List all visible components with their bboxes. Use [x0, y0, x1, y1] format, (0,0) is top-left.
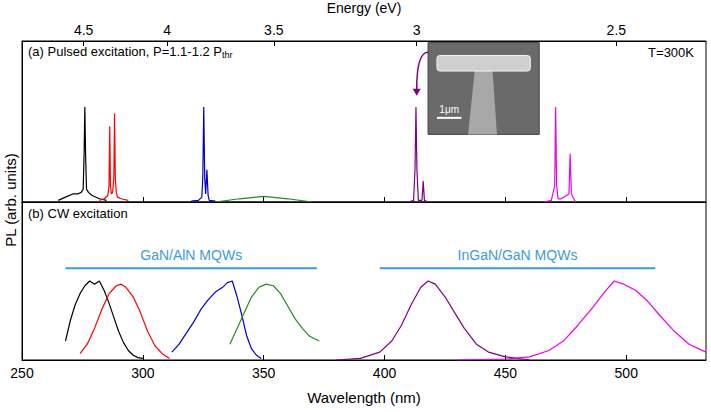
svg-text:T=300K: T=300K: [648, 45, 694, 60]
svg-text:450: 450: [494, 365, 518, 381]
svg-text:4: 4: [163, 22, 171, 38]
svg-text:400: 400: [373, 365, 397, 381]
svg-text:4.5: 4.5: [74, 22, 94, 38]
svg-text:1μm: 1μm: [439, 104, 459, 115]
svg-text:(b) CW excitation: (b) CW excitation: [28, 206, 128, 221]
svg-text:2.5: 2.5: [607, 22, 627, 38]
svg-text:3: 3: [413, 22, 421, 38]
svg-text:3.5: 3.5: [264, 22, 284, 38]
svg-text:300: 300: [131, 365, 155, 381]
svg-text:(a) Pulsed excitation, P=1.1-1: (a) Pulsed excitation, P=1.1-1.2 P: [28, 44, 222, 59]
svg-text:thr: thr: [222, 50, 233, 60]
svg-text:Energy (eV): Energy (eV): [327, 0, 402, 16]
svg-text:Wavelength (nm): Wavelength (nm): [307, 389, 421, 406]
svg-text:InGaN/GaN MQWs: InGaN/GaN MQWs: [458, 247, 578, 263]
svg-text:350: 350: [252, 365, 276, 381]
svg-text:250: 250: [10, 365, 34, 381]
svg-text:PL (arb. units): PL (arb. units): [2, 153, 19, 247]
svg-text:500: 500: [615, 365, 639, 381]
svg-text:GaN/AlN MQWs: GaN/AlN MQWs: [140, 247, 242, 263]
